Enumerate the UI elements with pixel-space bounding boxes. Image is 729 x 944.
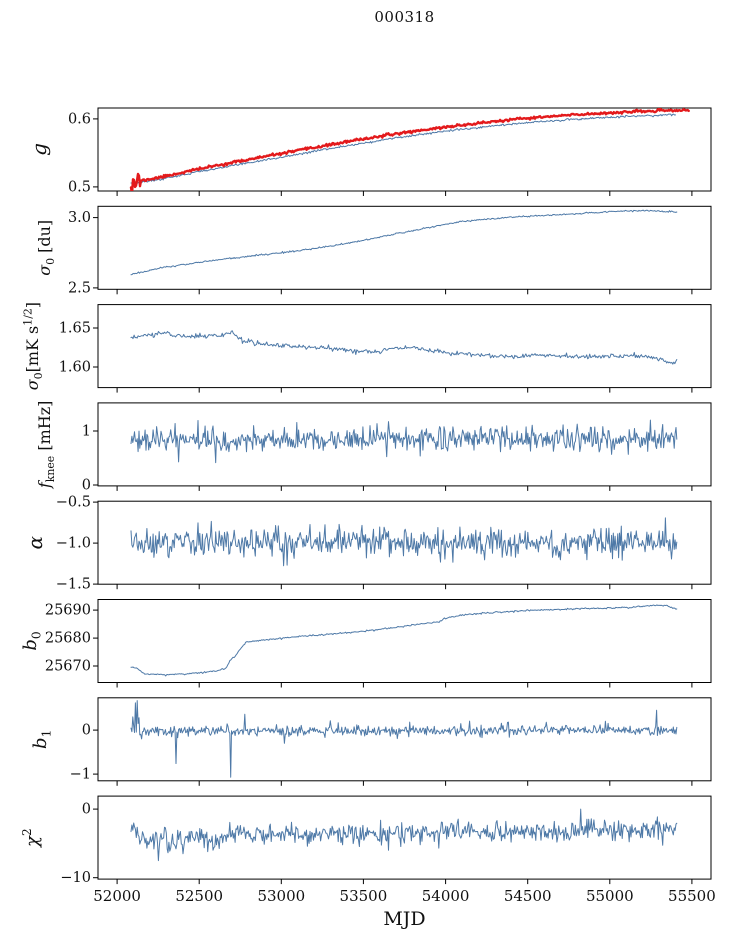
y-label-part: [mHz]: [35, 401, 54, 456]
y-label-part: b: [20, 639, 41, 651]
x-axis-label: MJD: [383, 908, 425, 930]
panel-g: 0.6 0.5 g: [27, 107, 712, 196]
y-label-part: χ: [22, 835, 43, 849]
y-axis-label-g: g: [27, 143, 51, 156]
y-tick-label: 0: [82, 723, 91, 739]
panel-g-series: [129, 108, 690, 191]
y-tick-label: −10: [60, 870, 91, 886]
panel-sigma0_du-series: [130, 209, 678, 276]
y-label-part: 1: [39, 730, 53, 738]
panel-sigma0_du: 3.0 2.5 σ0 [du]: [35, 205, 712, 296]
panel-f_knee: 1 0 fknee [mHz]: [35, 401, 712, 494]
y-label-part: σ: [35, 264, 54, 276]
y-axis-label-sigma0_mK: σ0[mK s1/2]: [22, 302, 45, 390]
y-label-part: 1/2: [22, 308, 35, 326]
panel-sigma0_du-frame: [97, 205, 712, 290]
y-label-part: knee: [44, 456, 57, 483]
panel-f_knee-frame: [97, 402, 712, 487]
y-tick-label: 25690: [45, 603, 91, 619]
y-tick-label: 0.5: [68, 179, 91, 195]
panel-chi2-series: [130, 808, 678, 862]
panel-sigma0_mK-series: [130, 330, 678, 365]
y-axis-label-b1: b1: [30, 730, 53, 749]
y-label-part: α: [23, 535, 47, 549]
x-tick-label: 54500: [504, 887, 552, 905]
chart-title: 000318: [374, 8, 435, 26]
x-tick-label: 53500: [340, 887, 388, 905]
panel-b1: 0 −1 b1: [30, 697, 712, 786]
x-tick-label: 55000: [586, 887, 634, 905]
series-line-gain-smoothed: [129, 108, 690, 191]
y-tick-label: 0.6: [68, 111, 91, 127]
y-tick-label: 0: [82, 478, 91, 494]
y-label-part: σ: [23, 378, 42, 390]
y-tick-label: 2.5: [68, 280, 91, 296]
panel-sigma0_mK-frame: [97, 304, 712, 389]
y-label-part: ]: [23, 302, 42, 308]
series-line-f-knee: [130, 419, 678, 464]
y-label-part: 2: [20, 828, 34, 836]
series-line-chi2: [130, 808, 678, 862]
y-tick-label: −1.5: [56, 577, 91, 593]
panel-alpha-series: [130, 517, 678, 567]
y-tick-label: −1.0: [56, 536, 91, 552]
y-label-part: f: [35, 479, 54, 489]
panel-chi2: 0 −10 χ2: [20, 795, 712, 886]
panel-b1-frame: [97, 697, 712, 782]
series-line-b0: [130, 604, 678, 677]
y-tick-label: 1.60: [59, 360, 91, 376]
y-tick-label: 3.0: [68, 210, 91, 226]
y-tick-label: 1: [82, 424, 91, 440]
panel-alpha: −0.5 −1.0 −1.5 α: [23, 495, 712, 593]
x-tick-label: 55500: [668, 887, 716, 905]
y-label-part: [du]: [35, 220, 54, 258]
x-tick-label: 52500: [175, 887, 223, 905]
y-label-part: 0: [32, 372, 45, 379]
series-line-alpha: [130, 517, 678, 567]
y-tick-label: 1.65: [59, 321, 91, 337]
panel-b1-series: [130, 700, 678, 778]
x-tick-label: 52000: [93, 887, 141, 905]
y-tick-label: −1: [70, 767, 91, 783]
series-line-gain-raw: [130, 113, 676, 185]
panel-g-frame: [97, 107, 712, 192]
y-tick-label: 0: [82, 802, 91, 818]
y-tick-label: 25680: [45, 631, 91, 647]
y-label-part: b: [30, 737, 51, 749]
y-label-part: 0: [44, 258, 57, 265]
y-label-part: g: [27, 143, 51, 156]
panel-sigma0_mK: 1.65 1.60 σ0[mK s1/2]: [22, 302, 712, 393]
panel-f_knee-series: [130, 419, 678, 464]
series-line-sigma0-du: [130, 209, 678, 276]
y-tick-label: −0.5: [56, 495, 91, 511]
series-line-b1: [130, 700, 678, 778]
y-axis-label-alpha: α: [23, 535, 47, 549]
x-tick-label: 53000: [257, 887, 305, 905]
y-axis-label-f_knee: fknee [mHz]: [35, 401, 57, 490]
y-label-part: 0: [29, 631, 43, 639]
panel-b0-series: [130, 604, 678, 677]
panel-chi2-frame: [97, 795, 712, 880]
panel-b0-frame: [97, 599, 712, 683]
x-tick-label: 54000: [422, 887, 470, 905]
y-label-part: [mK s: [23, 326, 42, 373]
series-line-sigma0-mK: [130, 330, 678, 365]
y-axis-label-sigma0_du: σ0 [du]: [35, 220, 57, 276]
y-axis-label-b0: b0: [20, 631, 43, 650]
y-axis-label-chi2: χ2: [20, 828, 43, 849]
y-tick-label: 25670: [45, 659, 91, 675]
